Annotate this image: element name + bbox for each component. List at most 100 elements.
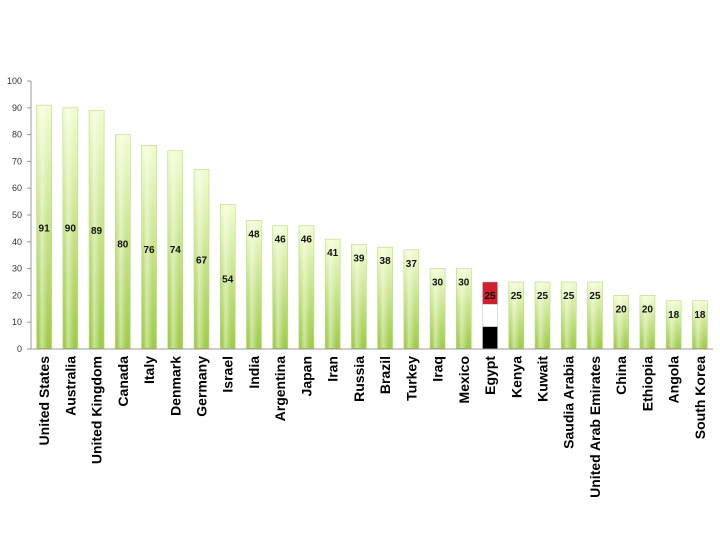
bar-value-label: 18 [668, 310, 680, 321]
bar-group [692, 300, 708, 350]
bar-group [403, 249, 420, 350]
bar-shine [510, 283, 520, 348]
bar-value-label: 91 [39, 223, 51, 234]
bar-value-label: 41 [327, 248, 339, 259]
bar-shine [196, 170, 205, 348]
bar-shine [117, 135, 127, 348]
bar-flag-stripe [482, 304, 498, 327]
bar-value-label: 25 [537, 291, 549, 302]
x-category-label: Japan [298, 356, 314, 396]
bar-flag-stripe [482, 326, 498, 350]
x-category-label: Saudia Arabia [561, 356, 577, 449]
bar-shine [143, 146, 153, 348]
x-category-label: Ethiopia [639, 356, 655, 411]
bar-value-label: 90 [65, 223, 77, 234]
bar-shine [641, 296, 651, 348]
bar-shine [64, 108, 74, 348]
x-category-label: Argentina [272, 356, 288, 422]
bar-group [482, 281, 498, 350]
bar-value-label: 39 [353, 253, 365, 264]
bar-shine [300, 226, 310, 348]
bar-shine [169, 151, 179, 348]
bar-shine [91, 111, 101, 348]
bar-value-label: 38 [380, 256, 392, 267]
y-tick-label: 50 [12, 210, 22, 220]
y-tick-label: 40 [12, 237, 22, 247]
bar-value-label: 48 [248, 229, 260, 240]
x-category-label: Iraq [430, 356, 446, 382]
bar-value-label: 25 [563, 291, 575, 302]
bar-value-label: 46 [301, 235, 313, 246]
bar-shine [38, 106, 48, 349]
x-category-label: United Arab Emirates [587, 356, 603, 498]
x-category-label: Brazil [377, 356, 393, 394]
y-tick-label: 30 [12, 264, 22, 274]
x-category-label: United Kingdom [89, 356, 105, 464]
x-category-label: India [246, 356, 262, 389]
bar-value-label: 25 [484, 291, 496, 302]
bar-value-label: 54 [222, 274, 234, 285]
x-category-label: Turkey [403, 356, 419, 401]
x-category-label: Denmark [167, 356, 183, 416]
bar-value-label: 80 [117, 239, 129, 250]
x-category-label: Australia [62, 356, 78, 416]
y-tick-label: 80 [12, 130, 22, 140]
bar-shine [589, 283, 599, 348]
bar-shine [222, 205, 232, 348]
bar-shine [694, 301, 704, 348]
x-category-label: Mexico [456, 356, 472, 403]
bar-group [219, 203, 236, 350]
bar-shine [563, 283, 573, 348]
y-tick-label: 60 [12, 183, 22, 193]
bar-value-label: 76 [143, 245, 155, 256]
x-category-label: South Korea [692, 356, 708, 439]
x-axis: United States Australia United Kingdom Cana… [31, 348, 713, 498]
bar-value-label: 74 [170, 245, 182, 256]
x-category-label: Italy [141, 356, 157, 384]
bar-value-label: 37 [406, 259, 418, 270]
bar-value-label: 20 [616, 304, 628, 315]
bar-shine [615, 296, 625, 348]
bar-shine [405, 250, 415, 348]
bar-shine [274, 226, 284, 348]
bar-shine [379, 248, 389, 348]
x-category-label: United States [36, 356, 52, 446]
bars: 91 90 89 80 76 74 67 54 48 46 46 41 39 38 37 30 30 25 25 25… [36, 104, 708, 350]
y-tick-label: 0 [17, 344, 22, 354]
bar-value-label: 30 [432, 278, 444, 289]
bar-shine [432, 269, 442, 348]
bar-shine [353, 245, 363, 348]
y-tick-label: 20 [12, 290, 22, 300]
bar-value-label: 20 [642, 304, 654, 315]
x-category-label: Kenya [508, 356, 524, 398]
x-category-label: Canada [115, 356, 131, 407]
y-axis: 0 10 20 30 40 50 60 70 80 90 100 [7, 76, 32, 354]
x-category-label: China [613, 356, 629, 395]
y-tick-label: 70 [12, 156, 22, 166]
bar-value-label: 30 [458, 278, 470, 289]
bar-group [665, 300, 682, 350]
bar-value-label: 46 [275, 235, 287, 246]
bar-shine [248, 221, 258, 348]
y-tick-label: 90 [12, 103, 22, 113]
x-category-label: Iran [325, 356, 341, 382]
y-tick-label: 100 [7, 76, 22, 86]
x-category-label: Israel [220, 356, 236, 393]
bar-value-label: 18 [694, 310, 706, 321]
bar-shine [458, 269, 468, 348]
bar-shine [537, 283, 546, 348]
x-category-label: Russia [351, 356, 367, 402]
bar-group [246, 220, 262, 350]
bar-shine [327, 240, 337, 348]
bar-value-label: 89 [91, 226, 103, 237]
bar-group [560, 281, 577, 350]
x-category-label: Germany [194, 356, 210, 417]
bar-value-label: 67 [196, 256, 208, 267]
bar-group [613, 295, 629, 350]
y-tick-label: 10 [12, 317, 22, 327]
bar-group [167, 150, 184, 350]
x-category-label: Angola [666, 356, 682, 404]
bar-value-label: 25 [589, 291, 601, 302]
bar-shine [668, 301, 678, 348]
